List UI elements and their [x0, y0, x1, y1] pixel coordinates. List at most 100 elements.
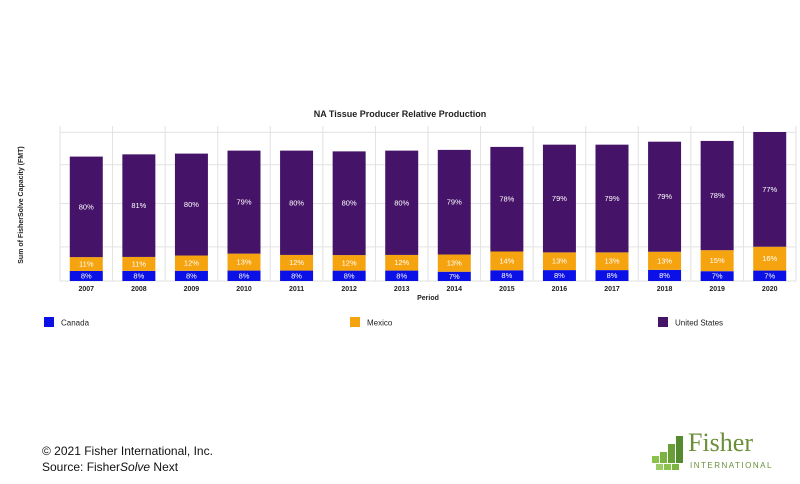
bar-mexico-2014 [437, 254, 471, 272]
data-label-canada-2010: 8% [239, 271, 250, 280]
logo-tagline: INTERNATIONAL [690, 461, 773, 470]
data-label-canada-2017: 8% [607, 271, 618, 280]
data-label-canada-2015: 8% [501, 271, 512, 280]
bar-canada-2018 [648, 269, 682, 281]
chart-grid [59, 126, 797, 282]
bar-canada-2014 [437, 271, 471, 281]
data-label-united-states-2014: 79% [447, 198, 462, 207]
x-axis-label: Period [417, 295, 439, 302]
data-label-mexico-2016: 13% [552, 257, 567, 266]
legend-swatch-canada [44, 317, 54, 327]
bar-canada-2011 [280, 270, 314, 281]
bar-united-states-2016 [542, 144, 576, 253]
bar-mexico-2016 [542, 252, 576, 271]
data-label-united-states-2011: 80% [289, 198, 304, 207]
bar-mexico-2020 [753, 246, 787, 271]
data-label-united-states-2017: 79% [604, 194, 619, 203]
bar-united-states-2011 [280, 150, 314, 255]
data-label-mexico-2010: 13% [236, 258, 251, 267]
data-label-united-states-2019: 78% [710, 191, 725, 200]
bar-mexico-2011 [280, 254, 314, 271]
source-prefix: Source: Fisher [42, 460, 121, 474]
data-label-united-states-2007: 80% [79, 202, 94, 211]
data-label-mexico-2012: 12% [342, 258, 357, 267]
bar-mexico-2017 [595, 252, 629, 271]
data-label-canada-2009: 8% [186, 271, 197, 280]
data-label-canada-2007: 8% [81, 271, 92, 280]
data-label-mexico-2011: 12% [289, 258, 304, 267]
bar-mexico-2015 [490, 251, 524, 271]
bar-canada-2008 [122, 270, 156, 281]
data-label-united-states-2010: 79% [236, 198, 251, 207]
x-tick-label-2020: 2020 [762, 286, 778, 293]
data-label-mexico-2018: 13% [657, 256, 672, 265]
legend: Canada Mexico United States [44, 317, 723, 328]
bar-mexico-2010 [227, 253, 261, 271]
chart-bars: 8% 11% 80% 8% 11% 81% 8% 12% 80% 8% 13% 79% 8% 12% 80%… [69, 132, 787, 281]
x-tick-label-2008: 2008 [131, 286, 147, 293]
legend-label-mexico: Mexico [367, 319, 393, 328]
bar-mexico-2019 [700, 250, 734, 272]
data-label-mexico-2020: 16% [762, 254, 777, 263]
source-italic: Solve [120, 460, 151, 474]
bar-canada-2007 [69, 270, 103, 281]
data-label-united-states-2016: 79% [552, 194, 567, 203]
legend-label-united-states: United States [675, 319, 723, 328]
bar-united-states-2017 [595, 144, 629, 253]
data-label-canada-2012: 8% [344, 271, 355, 280]
bar-canada-2012 [332, 270, 366, 281]
x-tick-label-2017: 2017 [604, 286, 620, 293]
bar-united-states-2019 [700, 140, 734, 251]
bar-united-states-2009 [174, 153, 208, 256]
data-label-canada-2018: 8% [659, 271, 670, 280]
data-label-canada-2011: 8% [291, 271, 302, 280]
bar-mexico-2012 [332, 255, 366, 271]
chart-title: NA Tissue Producer Relative Production [314, 109, 487, 119]
x-axis-ticks: 2007 2008 2009 2010 2011 2012 2013 2014 2015 2016… [78, 286, 777, 293]
x-tick-label-2014: 2014 [446, 286, 462, 293]
fisher-logo-squares-icon [652, 436, 683, 470]
data-label-mexico-2017: 13% [604, 257, 619, 266]
bar-canada-2010 [227, 270, 261, 281]
x-tick-label-2016: 2016 [552, 286, 568, 293]
x-tick-label-2015: 2015 [499, 286, 515, 293]
data-label-mexico-2015: 14% [499, 256, 514, 265]
data-label-canada-2019: 7% [712, 272, 723, 281]
data-label-canada-2008: 8% [133, 271, 144, 280]
x-tick-label-2007: 2007 [78, 286, 94, 293]
bar-united-states-2020 [753, 132, 787, 247]
x-tick-label-2018: 2018 [657, 286, 673, 293]
data-label-mexico-2008: 11% [132, 259, 147, 268]
bar-canada-2013 [385, 270, 419, 281]
legend-swatch-united-states [658, 317, 668, 327]
data-label-canada-2014: 7% [449, 272, 460, 281]
data-label-canada-2020: 7% [764, 271, 775, 280]
bar-united-states-2013 [385, 150, 419, 255]
bar-united-states-2015 [490, 146, 524, 252]
source-suffix: Next [150, 460, 179, 474]
bar-canada-2009 [174, 270, 208, 281]
data-label-mexico-2019: 15% [710, 256, 725, 265]
legend-swatch-mexico [350, 317, 360, 327]
data-label-united-states-2013: 80% [394, 198, 409, 207]
bar-canada-2020 [753, 270, 787, 281]
bar-canada-2015 [490, 270, 524, 281]
bar-mexico-2007 [69, 257, 103, 271]
legend-label-canada: Canada [61, 319, 90, 328]
data-label-united-states-2020: 77% [762, 185, 777, 194]
x-tick-label-2011: 2011 [289, 286, 304, 293]
bar-united-states-2010 [227, 150, 261, 254]
bar-united-states-2014 [437, 149, 471, 255]
x-tick-label-2019: 2019 [709, 286, 725, 293]
data-label-mexico-2013: 12% [394, 258, 409, 267]
bar-united-states-2007 [69, 156, 103, 258]
bar-mexico-2018 [648, 251, 682, 270]
x-tick-label-2013: 2013 [394, 286, 410, 293]
data-label-canada-2013: 8% [396, 271, 407, 280]
x-tick-label-2010: 2010 [236, 286, 252, 293]
data-label-united-states-2009: 80% [184, 200, 199, 209]
copyright-text: © 2021 Fisher International, Inc. [42, 444, 213, 458]
bar-mexico-2013 [385, 254, 419, 271]
data-label-united-states-2008: 81% [131, 201, 146, 210]
